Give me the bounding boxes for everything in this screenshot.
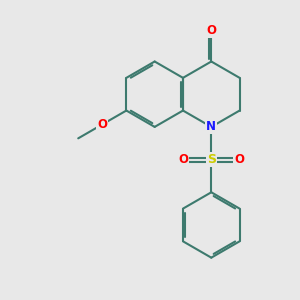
Text: O: O (97, 118, 107, 131)
Text: N: N (206, 120, 216, 134)
Text: S: S (207, 153, 216, 166)
Text: O: O (178, 153, 188, 166)
Text: O: O (234, 153, 244, 166)
Text: O: O (206, 24, 216, 37)
